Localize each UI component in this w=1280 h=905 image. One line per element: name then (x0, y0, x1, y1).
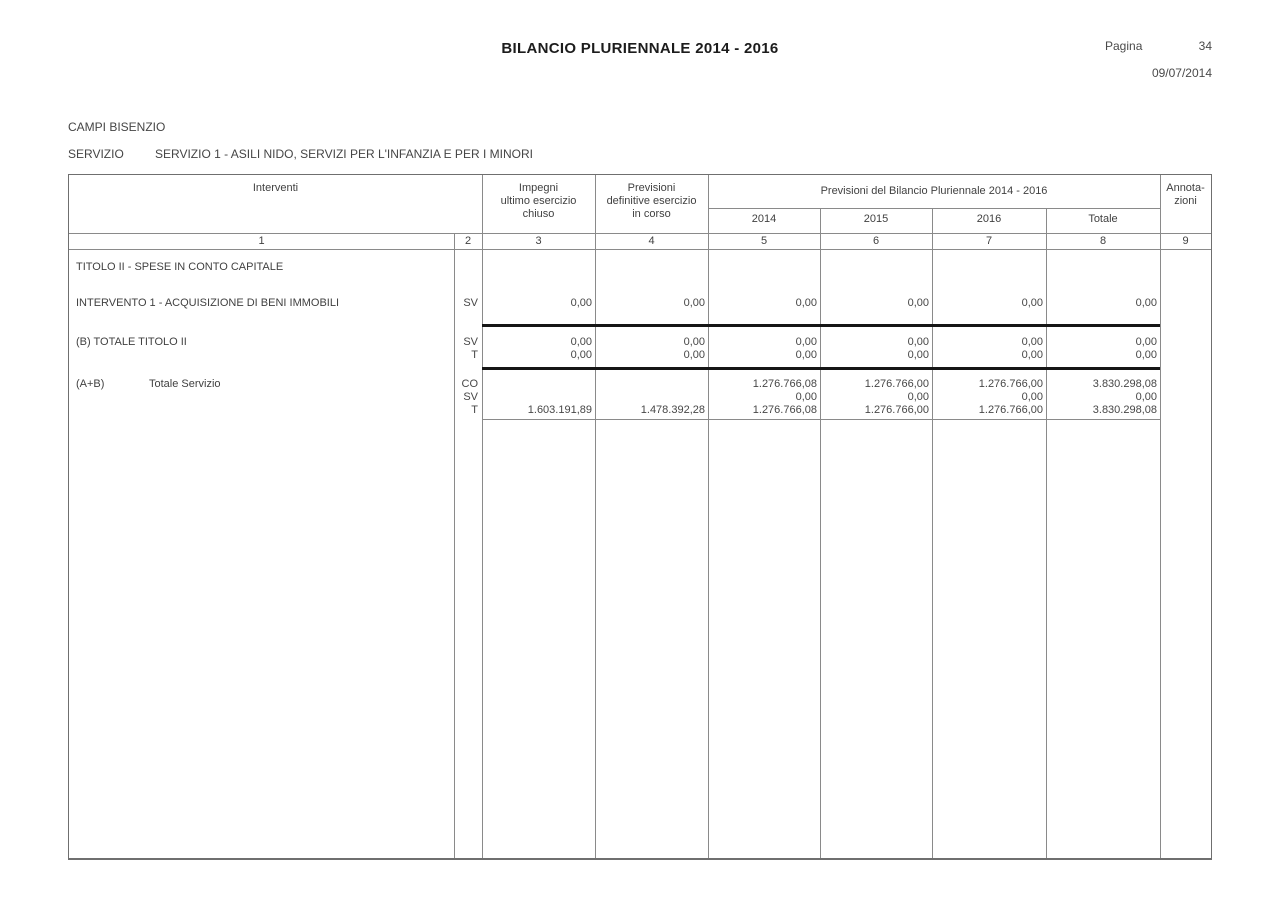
value-cell: 0,00 (1021, 336, 1043, 348)
column-header-totale: Totale (1088, 213, 1118, 225)
row-code: T (471, 404, 478, 416)
value-cell: 1.603.191,89 (527, 404, 592, 416)
value-cell: 1.276.766,08 (752, 378, 817, 390)
value-cell: 0,00 (570, 336, 592, 348)
page-number: 34 (1198, 39, 1212, 53)
column-header-2014: 2014 (751, 213, 777, 225)
value-cell: 1.276.766,00 (864, 378, 929, 390)
row-code: T (471, 349, 478, 361)
value-cell: 0,00 (683, 349, 705, 361)
value-cell: 0,00 (1135, 297, 1157, 309)
row-code: CO (461, 378, 479, 390)
column-number: 9 (1182, 235, 1189, 247)
value-cell: 1.276.766,08 (752, 404, 817, 416)
value-cell: 0,00 (795, 336, 817, 348)
column-header-line: zioni (1174, 195, 1197, 207)
column-header-annotazioni: Annota- zioni (1160, 182, 1211, 208)
grid-line (482, 175, 483, 858)
value-cell: 0,00 (795, 349, 817, 361)
section-divider-thick (482, 367, 1160, 370)
row-code: SV (463, 297, 478, 309)
column-header-line: Previsioni (627, 182, 676, 194)
value-cell: 0,00 (1021, 297, 1043, 309)
column-header-line: in corso (632, 208, 671, 220)
value-cell: 3.830.298,08 (1092, 404, 1157, 416)
grid-line (932, 208, 933, 858)
value-cell: 0,00 (570, 297, 592, 309)
value-cell: 0,00 (683, 336, 705, 348)
value-cell: 0,00 (570, 349, 592, 361)
value-cell: 0,00 (1021, 349, 1043, 361)
column-header-line: ultimo esercizio (500, 195, 577, 207)
row-label-totale-servizio: Totale Servizio (149, 378, 221, 390)
column-number: 4 (648, 235, 655, 247)
column-number: 5 (760, 235, 768, 247)
row-code: SV (463, 336, 478, 348)
value-cell: 0,00 (1135, 391, 1157, 403)
grid-line (454, 233, 455, 858)
document-date: 09/07/2014 (1151, 66, 1212, 80)
column-number: 6 (872, 235, 880, 247)
row-label-totale-titolo-ii: (B) TOTALE TITOLO II (76, 336, 187, 348)
service-value: SERVIZIO 1 - ASILI NIDO, SERVIZI PER L'I… (155, 147, 533, 161)
column-header-previsioni-definitive: Previsioni definitive esercizio in corso (595, 182, 708, 221)
document-title: BILANCIO PLURIENNALE 2014 - 2016 (501, 40, 779, 57)
row-prefix-a-plus-b: (A+B) (76, 378, 105, 390)
section-divider-thick (482, 324, 1160, 327)
section-divider-thin (482, 419, 1160, 420)
value-cell: 0,00 (1135, 349, 1157, 361)
grid-line (595, 175, 596, 858)
value-cell: 0,00 (1135, 336, 1157, 348)
column-header-line: Impegni (518, 182, 559, 194)
budget-table: Interventi Impegni ultimo esercizio chiu… (68, 174, 1212, 860)
grid-line (69, 249, 1211, 250)
service-label: SERVIZIO (68, 147, 124, 161)
column-header-line: definitive esercizio (606, 195, 697, 207)
value-cell: 1.478.392,28 (640, 404, 705, 416)
column-number: 2 (464, 235, 472, 247)
column-header-2016: 2016 (976, 213, 1002, 225)
value-cell: 1.276.766,00 (864, 404, 929, 416)
value-cell: 1.276.766,00 (978, 404, 1043, 416)
value-cell: 1.276.766,00 (978, 378, 1043, 390)
page-label: Pagina (1105, 39, 1143, 53)
column-header-pluriennale: Previsioni del Bilancio Pluriennale 2014… (820, 185, 1048, 197)
value-cell: 0,00 (795, 391, 817, 403)
column-number: 1 (258, 235, 265, 247)
value-cell: 3.830.298,08 (1092, 378, 1157, 390)
grid-line (69, 233, 1211, 234)
value-cell: 0,00 (795, 297, 817, 309)
value-cell: 0,00 (907, 391, 929, 403)
row-code: SV (463, 391, 478, 403)
column-number: 7 (985, 235, 993, 247)
column-header-2015: 2015 (863, 213, 889, 225)
value-cell: 0,00 (907, 349, 929, 361)
value-cell: 0,00 (907, 336, 929, 348)
row-label-intervento-1: INTERVENTO 1 - ACQUISIZIONE DI BENI IMMO… (76, 297, 340, 309)
grid-line (1160, 175, 1161, 858)
value-cell: 0,00 (907, 297, 929, 309)
value-cell: 0,00 (683, 297, 705, 309)
column-number: 3 (535, 235, 542, 247)
column-number: 8 (1099, 235, 1107, 247)
value-cell: 0,00 (1021, 391, 1043, 403)
grid-line (708, 175, 709, 858)
column-header-interventi: Interventi (252, 182, 299, 194)
column-header-impegni: Impegni ultimo esercizio chiuso (482, 182, 595, 221)
column-header-line: Annota- (1166, 182, 1205, 194)
entity-name: CAMPI BISENZIO (68, 120, 166, 134)
row-label-titolo-ii: TITOLO II - SPESE IN CONTO CAPITALE (76, 261, 284, 273)
grid-line (820, 208, 821, 858)
column-header-line: chiuso (522, 208, 555, 220)
grid-line (1046, 208, 1047, 858)
grid-line (708, 208, 1160, 209)
